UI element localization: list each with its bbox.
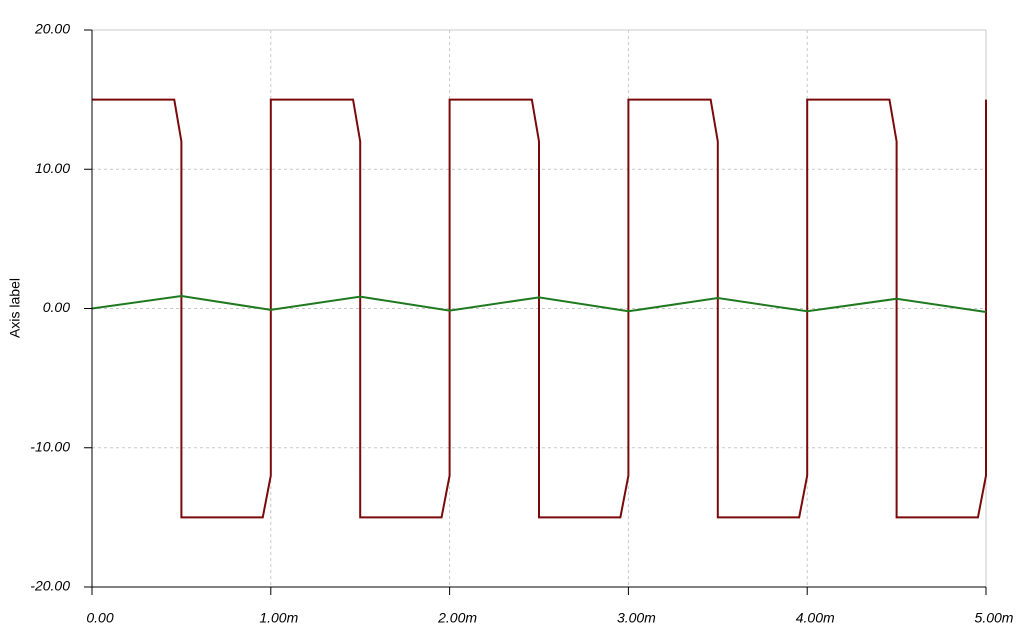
- series-line: [92, 98, 987, 519]
- y-tick-label: 0.00: [43, 299, 70, 315]
- x-tick-label: 2.00m: [437, 610, 477, 626]
- x-tick-label: 1.00m: [259, 610, 298, 626]
- y-tick-label: 20.00: [34, 21, 70, 37]
- y-tick-label: 10.00: [35, 160, 70, 176]
- y-tick-label: -20.00: [30, 578, 70, 594]
- series-line: [91, 294, 987, 313]
- x-tick-label: 0.00: [86, 610, 113, 626]
- y-axis-label: Axis label: [7, 278, 23, 338]
- x-tick-label: 5.00m: [975, 610, 1014, 626]
- y-tick-label: -10.00: [30, 438, 70, 454]
- x-tick-label: 4.00m: [796, 610, 835, 626]
- x-tick-label: 3.00m: [617, 610, 656, 626]
